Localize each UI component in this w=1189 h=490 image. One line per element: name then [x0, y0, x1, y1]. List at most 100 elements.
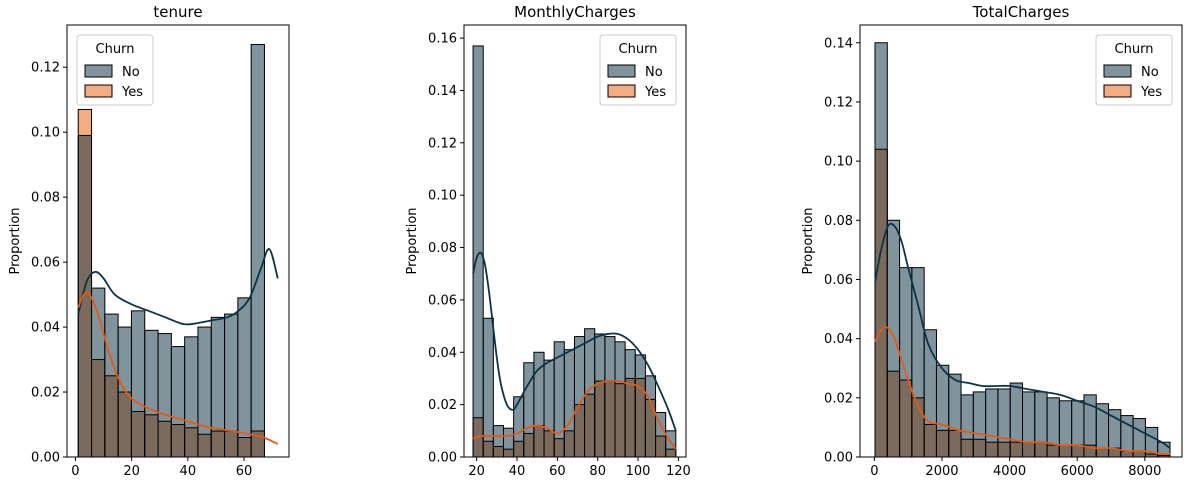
- bar-overlap-5: [936, 430, 949, 457]
- bar-no-13: [251, 44, 265, 432]
- kde-line-yes: [874, 325, 1171, 456]
- bar-no-17: [1083, 394, 1097, 446]
- legend-label-no: No: [645, 65, 663, 80]
- bar-no-7: [961, 394, 974, 440]
- bar-no-15: [625, 349, 636, 379]
- bar-overlap-6: [948, 430, 962, 457]
- y-axis-label: Proportion: [801, 207, 816, 274]
- y-tick-label: 0.00: [31, 451, 60, 466]
- legend-label-yes: Yes: [1140, 85, 1162, 100]
- bar-no-4: [131, 310, 145, 412]
- y-tick-label: 0.06: [31, 256, 60, 271]
- legend: Churn No Yes: [76, 34, 154, 106]
- bar-overlap-8: [184, 427, 198, 457]
- legend-title: Churn: [619, 42, 658, 57]
- bar-overlap-2: [899, 380, 912, 457]
- y-tick-label: 0.12: [31, 61, 60, 76]
- kde-line-no: [472, 251, 677, 432]
- bar-no-4: [924, 329, 937, 425]
- bar-no-8: [184, 336, 198, 428]
- bar-no-1: [91, 288, 105, 360]
- bar-no-21: [1133, 418, 1146, 452]
- bar-overlap-3: [503, 449, 514, 457]
- x-tick-label: 4000: [993, 464, 1026, 479]
- x-tick-label: 80: [589, 464, 606, 479]
- x-tick-label: 20: [468, 464, 485, 479]
- chart-panel-1: 20 40 60 80 100 120 0.00 0.02 0.04 0.06 0.08 0.10 0.…: [405, 3, 691, 479]
- bar-no-16: [1071, 400, 1084, 446]
- bar-outline-no-13: [250, 43, 265, 457]
- legend-label-no: No: [122, 65, 140, 80]
- plot-area: [77, 43, 279, 457]
- bar-no-13: [1034, 391, 1048, 443]
- bar-overlap-13: [604, 381, 616, 457]
- bar-overlap-9: [197, 434, 212, 457]
- bar-overlap-22: [1145, 454, 1158, 457]
- bar-no-11: [1010, 383, 1023, 443]
- bar-no-3: [503, 428, 514, 450]
- legend-label-yes: Yes: [121, 85, 143, 100]
- bar-no-7: [544, 360, 555, 431]
- bar-no-6: [158, 333, 172, 422]
- bar-no-5: [144, 330, 159, 415]
- bar-overlap-11: [584, 394, 595, 457]
- bar-no-1: [483, 318, 494, 442]
- bar-overlap-18: [1096, 448, 1109, 457]
- bar-no-17: [645, 375, 656, 400]
- bar-no-12: [1022, 391, 1035, 443]
- bar-overlap-10: [997, 442, 1011, 457]
- bar-overlap-13: [1034, 442, 1048, 457]
- bar-overlap-14: [615, 383, 626, 457]
- y-tick-label: 0.10: [31, 126, 60, 141]
- bar-overlap-12: [594, 381, 605, 457]
- x-tick-label: 60: [549, 464, 566, 479]
- bar-no-12: [594, 333, 605, 382]
- bar-overlap-4: [513, 441, 524, 457]
- y-tick-label: 0.14: [824, 36, 853, 51]
- bar-overlap-19: [1108, 448, 1121, 457]
- bar-overlap-12: [1022, 442, 1035, 457]
- bar-overlap-11: [1010, 442, 1023, 457]
- y-tick-label: 0.02: [824, 391, 853, 406]
- legend-label-no: No: [1141, 65, 1159, 80]
- kde-line-yes: [472, 379, 677, 450]
- bar-overlap-8: [973, 439, 986, 457]
- y-tick-label: 0.06: [428, 293, 457, 308]
- bar-overlap-9: [985, 442, 998, 457]
- bar-overlap-9: [564, 430, 575, 457]
- legend-swatch-no: [1103, 64, 1132, 78]
- bar-overlap-10: [211, 431, 225, 457]
- x-tick-label: 8000: [1128, 464, 1161, 479]
- bar-overlap-2: [493, 446, 504, 457]
- bar-no-2: [899, 267, 912, 381]
- bar-overlap-5: [523, 433, 534, 457]
- bar-no-8: [554, 341, 565, 439]
- y-tick-label: 0.04: [31, 321, 60, 336]
- bar-overlap-17: [1083, 445, 1097, 457]
- y-tick-label: 0.12: [428, 136, 457, 151]
- bar-no-6: [533, 352, 545, 426]
- kde-line-yes: [77, 291, 279, 445]
- bar-no-3: [911, 267, 925, 398]
- bar-no-6: [948, 374, 962, 431]
- y-axis-label: Proportion: [8, 207, 23, 274]
- legend-swatch-yes: [607, 84, 636, 98]
- chart-title: tenure: [153, 3, 202, 21]
- x-tick-label: 100: [626, 464, 651, 479]
- bar-overlap-2: [104, 375, 119, 457]
- bar-no-14: [1047, 397, 1060, 446]
- bar-overlap-15: [1059, 445, 1072, 457]
- legend-swatch-no: [84, 64, 113, 78]
- bar-no-18: [1096, 403, 1109, 449]
- bar-overlap-15: [625, 378, 636, 457]
- y-tick-label: 0.08: [824, 214, 853, 229]
- legend-swatch-no: [607, 64, 636, 78]
- bar-overlap-16: [1071, 445, 1084, 457]
- bar-no-9: [564, 349, 575, 431]
- bar-no-19: [665, 430, 676, 450]
- y-tick-label: 0.16: [428, 32, 457, 47]
- bar-overlap-17: [645, 399, 656, 457]
- y-tick-label: 0.02: [31, 386, 60, 401]
- bar-no-15: [1059, 400, 1072, 446]
